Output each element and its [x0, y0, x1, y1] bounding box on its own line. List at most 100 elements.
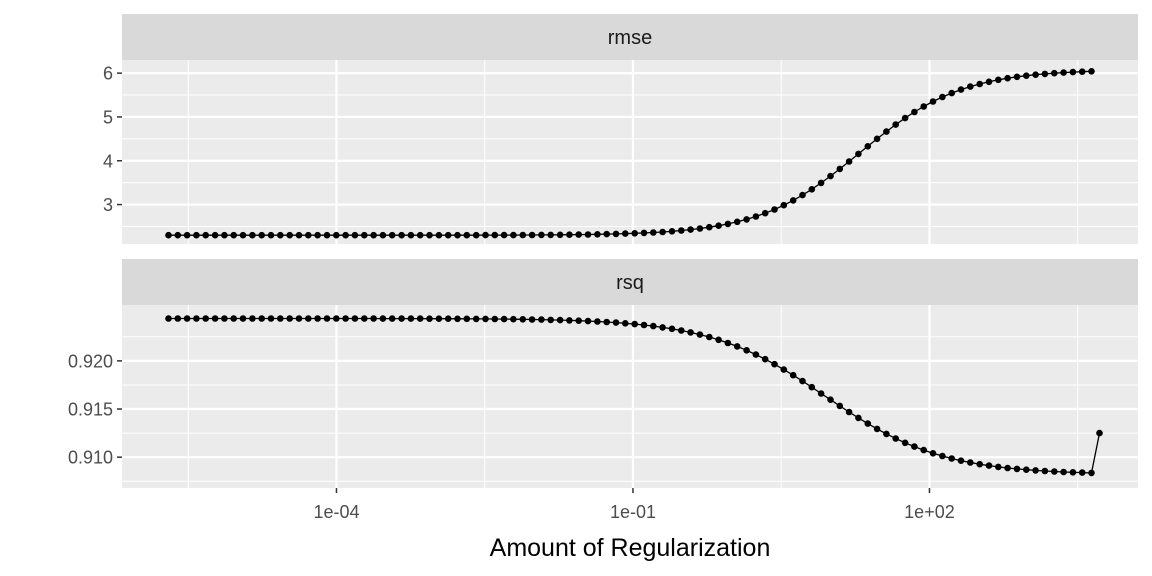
data-point-rmse [808, 186, 816, 193]
data-point-rsq [342, 315, 349, 322]
data-point-rmse [827, 172, 834, 180]
data-point-rsq [1023, 466, 1030, 474]
data-point-rmse [678, 227, 685, 234]
data-point-rsq [771, 360, 778, 368]
data-point-rsq [957, 457, 965, 465]
data-point-rmse [920, 103, 927, 110]
data-point-rsq [165, 315, 172, 322]
data-point-rsq [491, 315, 499, 323]
data-point-rsq [836, 402, 844, 410]
y-tick-label-rsq: 0.915 [68, 400, 113, 420]
data-point-rmse [183, 231, 191, 239]
data-point-rsq [407, 315, 415, 322]
data-point-rsq [733, 343, 741, 350]
data-point-rsq [743, 347, 750, 354]
data-point-rmse [388, 231, 396, 239]
data-point-rsq [985, 462, 993, 469]
data-point-rsq [333, 315, 340, 322]
data-point-rsq [174, 315, 182, 322]
data-point-rmse [622, 230, 629, 237]
data-point-rsq [761, 355, 769, 363]
data-point-rmse [911, 108, 918, 116]
data-point-rmse [277, 231, 284, 239]
data-point-rsq [314, 315, 321, 322]
data-point-rsq [1013, 465, 1021, 473]
data-point-rsq [659, 324, 666, 331]
data-point-rsq [715, 336, 722, 344]
data-point-rsq [920, 446, 927, 454]
data-point-rsq [388, 315, 396, 322]
x-tick-label: 1e+02 [904, 502, 955, 522]
data-point-rmse [416, 231, 424, 239]
data-point-rmse [957, 86, 965, 93]
data-point-rmse [379, 231, 387, 239]
data-point-rsq [538, 316, 545, 323]
data-point-rsq [808, 383, 816, 391]
data-point-rsq [202, 315, 209, 322]
data-point-rsq [444, 315, 452, 323]
data-point-rmse [985, 78, 993, 86]
data-point-rsq [687, 329, 694, 336]
data-point-rmse [631, 230, 638, 237]
x-tick-label: 1e-01 [610, 502, 656, 522]
data-point-rsq [584, 317, 592, 325]
data-point-rsq [528, 316, 536, 323]
data-point-rsq [435, 315, 443, 323]
data-point-rmse [193, 231, 200, 239]
data-point-rsq [323, 315, 331, 322]
data-point-rmse [864, 143, 872, 150]
data-point-rsq [603, 318, 610, 326]
data-point-rmse [967, 83, 974, 90]
data-point-rsq [752, 351, 760, 358]
data-point-rmse [351, 231, 359, 239]
data-point-rsq [883, 430, 890, 438]
data-point-rmse [1023, 72, 1030, 79]
data-point-rsq [696, 331, 704, 338]
data-point-rmse [799, 191, 806, 199]
data-point-rsq [295, 315, 303, 322]
data-point-rmse [901, 114, 909, 122]
data-point-rsq [416, 315, 424, 322]
data-point-rsq [845, 408, 853, 416]
data-point-rsq [258, 315, 266, 322]
data-point-rmse [323, 231, 331, 239]
data-point-rmse [883, 128, 890, 135]
data-point-rmse [1088, 68, 1095, 75]
data-point-rmse [361, 231, 368, 239]
data-point-rmse [267, 231, 275, 239]
data-point-rsq [594, 318, 601, 325]
data-point-rmse [407, 231, 415, 239]
data-point-rmse [939, 93, 946, 101]
data-point-rsq [864, 420, 872, 427]
data-point-rsq [612, 319, 620, 326]
data-point-rsq [361, 315, 368, 322]
data-point-rsq [351, 315, 359, 322]
series-line-rmse [168, 70, 1092, 236]
data-point-rsq [668, 325, 676, 333]
data-point-rsq [398, 315, 405, 322]
data-point-rmse [286, 231, 294, 239]
facet-strip-rmse [122, 14, 1138, 60]
data-point-rmse [370, 231, 377, 239]
data-point-rmse [519, 231, 527, 239]
data-point-rsq [650, 322, 657, 330]
data-point-rsq [789, 371, 797, 379]
data-point-rmse [789, 197, 797, 204]
data-point-rmse [547, 231, 554, 239]
data-point-rsq [267, 315, 275, 322]
data-point-rsq [566, 317, 573, 324]
data-point-rmse [575, 231, 582, 238]
data-point-rmse [845, 158, 853, 165]
data-point-rsq [873, 425, 881, 433]
data-point-rmse [1013, 73, 1021, 81]
data-point-rmse [1060, 69, 1067, 76]
data-point-rmse [202, 231, 209, 239]
data-point-rsq [939, 452, 946, 460]
data-point-rsq [500, 315, 508, 323]
data-point-rsq [724, 339, 732, 347]
data-point-rmse [398, 231, 405, 239]
data-point-rmse [668, 228, 676, 235]
data-point-rmse [715, 222, 722, 229]
data-point-rsq [519, 316, 527, 323]
